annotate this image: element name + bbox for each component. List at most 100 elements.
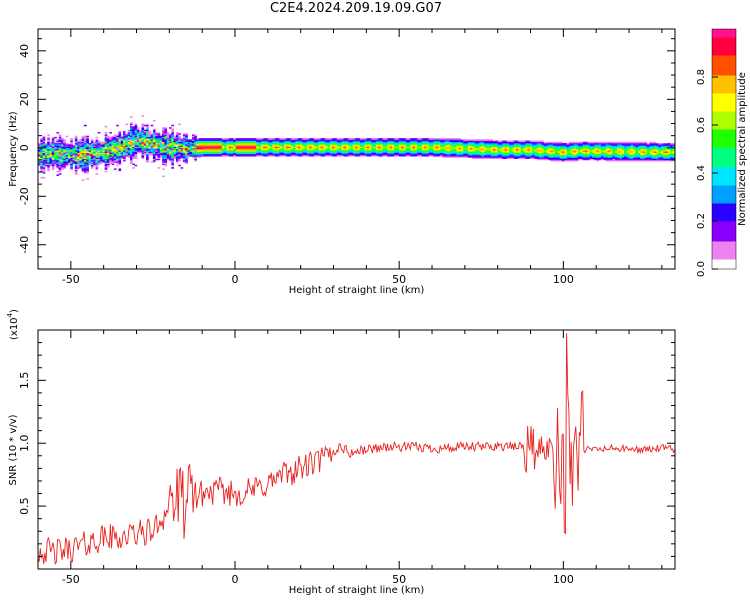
heatmap-cell — [527, 140, 531, 143]
heatmap-cell — [458, 155, 462, 157]
heatmap-cell — [134, 141, 138, 144]
heatmap-cell — [217, 145, 220, 147]
heatmap-cell — [382, 151, 386, 153]
heatmap-cell — [557, 157, 561, 159]
heatmap-cell — [205, 155, 209, 157]
heatmap-cell — [233, 155, 237, 157]
heatmap-cell — [479, 149, 483, 151]
heatmap-cell — [550, 153, 554, 156]
heatmap-cell — [72, 161, 76, 163]
heatmap-cell — [42, 138, 46, 140]
heatmap-cell — [366, 141, 370, 144]
heatmap-cell — [320, 150, 324, 152]
heatmap-cell — [235, 150, 239, 152]
heatmap-cell — [219, 140, 223, 143]
heatmap-cell — [403, 152, 407, 155]
heatmap-cell — [129, 125, 133, 128]
heatmap-cell — [396, 138, 400, 140]
heatmap-cell — [56, 170, 60, 173]
heatmap-cell — [608, 147, 611, 150]
heatmap-cell — [534, 151, 538, 153]
heatmap-cell — [504, 153, 508, 156]
heatmap-cell — [437, 149, 441, 151]
heatmap-cell — [249, 147, 253, 150]
heatmap-cell — [477, 141, 480, 144]
heatmap-cell — [106, 140, 110, 143]
heatmap-cell — [589, 158, 593, 161]
heatmap-cell — [139, 142, 142, 145]
heatmap-cell — [424, 155, 427, 157]
heatmap-cell — [318, 139, 322, 141]
heatmap-cell — [437, 140, 441, 143]
heatmap-cell — [352, 138, 356, 140]
heatmap-cell — [424, 150, 427, 152]
heatmap-cell — [49, 150, 53, 152]
heatmap-cell — [580, 146, 584, 149]
heatmap-cell — [516, 142, 519, 145]
heatmap-cell — [219, 142, 223, 145]
heatmap-cell — [175, 153, 179, 156]
heatmap-cell — [74, 147, 78, 150]
heatmap-cell — [405, 144, 409, 146]
heatmap-cell — [357, 138, 361, 140]
heatmap-cell — [42, 139, 46, 141]
heatmap-cell — [442, 139, 446, 141]
heatmap-cell — [113, 134, 117, 136]
heatmap-cell — [288, 145, 292, 147]
heatmap-cell — [575, 157, 579, 159]
heatmap-cell — [162, 159, 165, 162]
heatmap-cell — [306, 146, 310, 149]
heatmap-cell — [396, 147, 400, 150]
heatmap-cell — [146, 135, 149, 138]
heatmap-cell — [481, 141, 485, 144]
heatmap-cell — [125, 139, 129, 141]
heatmap-cell — [40, 159, 43, 162]
heatmap-cell — [447, 145, 450, 147]
heatmap-cell — [502, 146, 505, 149]
heatmap-cell — [196, 146, 200, 149]
heatmap-cell — [123, 135, 126, 138]
heatmap-cell — [626, 155, 630, 157]
heatmap-cell — [97, 155, 101, 157]
heatmap-cell — [594, 159, 597, 162]
heatmap-cell — [442, 140, 446, 143]
heatmap-cell — [180, 147, 184, 150]
heatmap-cell — [536, 150, 540, 152]
heatmap-cell — [178, 141, 181, 144]
heatmap-cell — [329, 147, 333, 150]
heatmap-cell — [637, 145, 641, 147]
heatmap-cell — [132, 146, 135, 149]
heatmap-cell — [325, 155, 329, 157]
heatmap-cell — [132, 127, 135, 129]
heatmap-cell — [237, 139, 241, 141]
heatmap-cell — [309, 139, 312, 141]
heatmap-cell — [42, 157, 46, 159]
heatmap-cell — [162, 132, 165, 134]
heatmap-cell — [123, 129, 126, 132]
heatmap-cell — [116, 141, 119, 144]
heatmap-cell — [522, 140, 526, 143]
heatmap-cell — [332, 142, 335, 145]
heatmap-cell — [189, 141, 193, 144]
heatmap-cell — [504, 142, 508, 145]
heatmap-cell — [594, 141, 597, 144]
heatmap-cell — [513, 149, 517, 151]
heatmap-cell — [42, 156, 46, 158]
heatmap-cell — [157, 156, 161, 158]
heatmap-cell — [663, 155, 666, 157]
heatmap-cell — [79, 149, 83, 151]
heatmap-cell — [419, 144, 423, 146]
heatmap-cell — [557, 156, 561, 158]
heatmap-cell — [525, 147, 528, 150]
heatmap-cell — [617, 144, 620, 146]
heatmap-cell — [95, 157, 99, 159]
heatmap-cell — [490, 144, 494, 146]
heatmap-cell — [660, 149, 664, 151]
heatmap-cell — [214, 151, 218, 153]
heatmap-cell — [345, 139, 349, 141]
heatmap-cell — [520, 156, 524, 158]
heatmap-cell — [42, 159, 46, 162]
heatmap-cell — [631, 141, 634, 144]
heatmap-cell — [258, 144, 262, 146]
heatmap-cell — [456, 142, 460, 145]
